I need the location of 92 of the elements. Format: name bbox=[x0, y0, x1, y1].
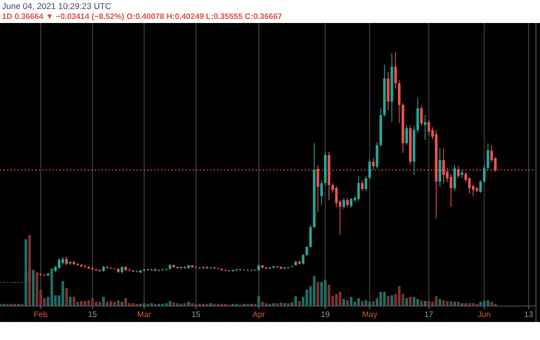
candlestick bbox=[320, 180, 323, 206]
candlestick bbox=[468, 176, 471, 194]
candlestick bbox=[482, 164, 486, 184]
bar bbox=[312, 276, 316, 306]
bar bbox=[113, 302, 116, 306]
bar bbox=[120, 302, 124, 306]
bar bbox=[261, 302, 264, 306]
bar bbox=[98, 302, 102, 306]
bar bbox=[306, 290, 308, 306]
bar bbox=[28, 235, 31, 306]
candlestick bbox=[360, 180, 364, 192]
bar bbox=[335, 294, 338, 306]
bar bbox=[91, 298, 94, 306]
candlestick bbox=[357, 176, 360, 202]
bar bbox=[434, 296, 438, 306]
text: 1D 0.36664 ▼ −0.03414 (−8.52%) O:0.40078 H:0.40249 L:0.35555 C:0.36667 bbox=[2, 12, 283, 21]
candlestick bbox=[216, 267, 220, 270]
x-tick-label: 15 bbox=[191, 310, 201, 319]
candlestick bbox=[386, 72, 390, 110]
bar bbox=[412, 296, 416, 306]
bar bbox=[468, 303, 471, 306]
bar bbox=[62, 281, 64, 306]
bar bbox=[405, 298, 408, 306]
candlestick bbox=[376, 142, 378, 170]
bar bbox=[316, 282, 320, 306]
candlestick bbox=[128, 268, 131, 272]
candlestick bbox=[364, 176, 368, 192]
bar bbox=[102, 296, 105, 306]
x-tick-label: 15 bbox=[88, 310, 98, 319]
bar bbox=[320, 282, 323, 306]
bar bbox=[338, 292, 342, 306]
bar bbox=[457, 302, 460, 306]
bar bbox=[124, 298, 127, 306]
candlestick bbox=[110, 266, 112, 270]
x-tick-label: Mar bbox=[137, 310, 152, 319]
bar bbox=[257, 296, 260, 306]
bar bbox=[453, 302, 456, 306]
candlestick bbox=[398, 79, 401, 124]
candlestick bbox=[420, 106, 423, 126]
x-tick-label: 13 bbox=[524, 310, 534, 319]
candlestick bbox=[350, 198, 352, 208]
candlestick bbox=[405, 124, 408, 146]
bar bbox=[379, 292, 382, 306]
bar bbox=[390, 295, 394, 306]
x-tick-label: 19 bbox=[320, 310, 330, 319]
bar bbox=[368, 302, 371, 306]
bar bbox=[187, 302, 190, 306]
bar bbox=[398, 286, 401, 306]
bar bbox=[50, 269, 54, 306]
bar bbox=[294, 296, 298, 306]
bar bbox=[328, 284, 330, 306]
candlestick bbox=[450, 174, 452, 208]
bar bbox=[450, 301, 452, 306]
candlestick bbox=[394, 52, 397, 90]
bar bbox=[32, 270, 35, 306]
bar bbox=[490, 302, 493, 306]
candlestick bbox=[424, 114, 426, 140]
bar bbox=[84, 301, 86, 306]
bar bbox=[364, 300, 368, 306]
candlestick bbox=[368, 158, 371, 180]
x-tick-label: Jun bbox=[478, 310, 491, 319]
bar bbox=[346, 300, 349, 306]
bar bbox=[65, 288, 68, 306]
candlestick bbox=[479, 180, 482, 194]
x-tick-label: Apr bbox=[252, 310, 266, 319]
bar bbox=[24, 239, 28, 306]
bar bbox=[168, 301, 172, 306]
candlestick bbox=[335, 186, 338, 208]
bar bbox=[479, 302, 482, 306]
bar bbox=[94, 302, 98, 306]
candlestick bbox=[416, 98, 420, 134]
candlestick bbox=[302, 254, 304, 265]
candlestick bbox=[198, 266, 201, 270]
candlestick bbox=[58, 258, 60, 270]
text: June 04, 2021 10:29:23 UTC bbox=[2, 1, 112, 11]
bar bbox=[272, 303, 275, 306]
candlestick bbox=[486, 142, 490, 170]
x-tick-label: May bbox=[362, 310, 378, 319]
bar bbox=[106, 302, 108, 306]
candlestick bbox=[342, 198, 346, 210]
candlestick bbox=[306, 246, 308, 256]
candlestick bbox=[453, 164, 456, 191]
bar bbox=[386, 296, 390, 306]
candlestick bbox=[309, 224, 312, 248]
candlestick bbox=[428, 120, 430, 136]
x-tick-label: 17 bbox=[424, 310, 434, 319]
bar bbox=[36, 273, 38, 306]
bar bbox=[324, 280, 327, 306]
bar bbox=[383, 292, 386, 306]
x-tick-label: Feb bbox=[34, 310, 48, 319]
bar bbox=[357, 298, 360, 306]
candlestick bbox=[438, 148, 442, 188]
